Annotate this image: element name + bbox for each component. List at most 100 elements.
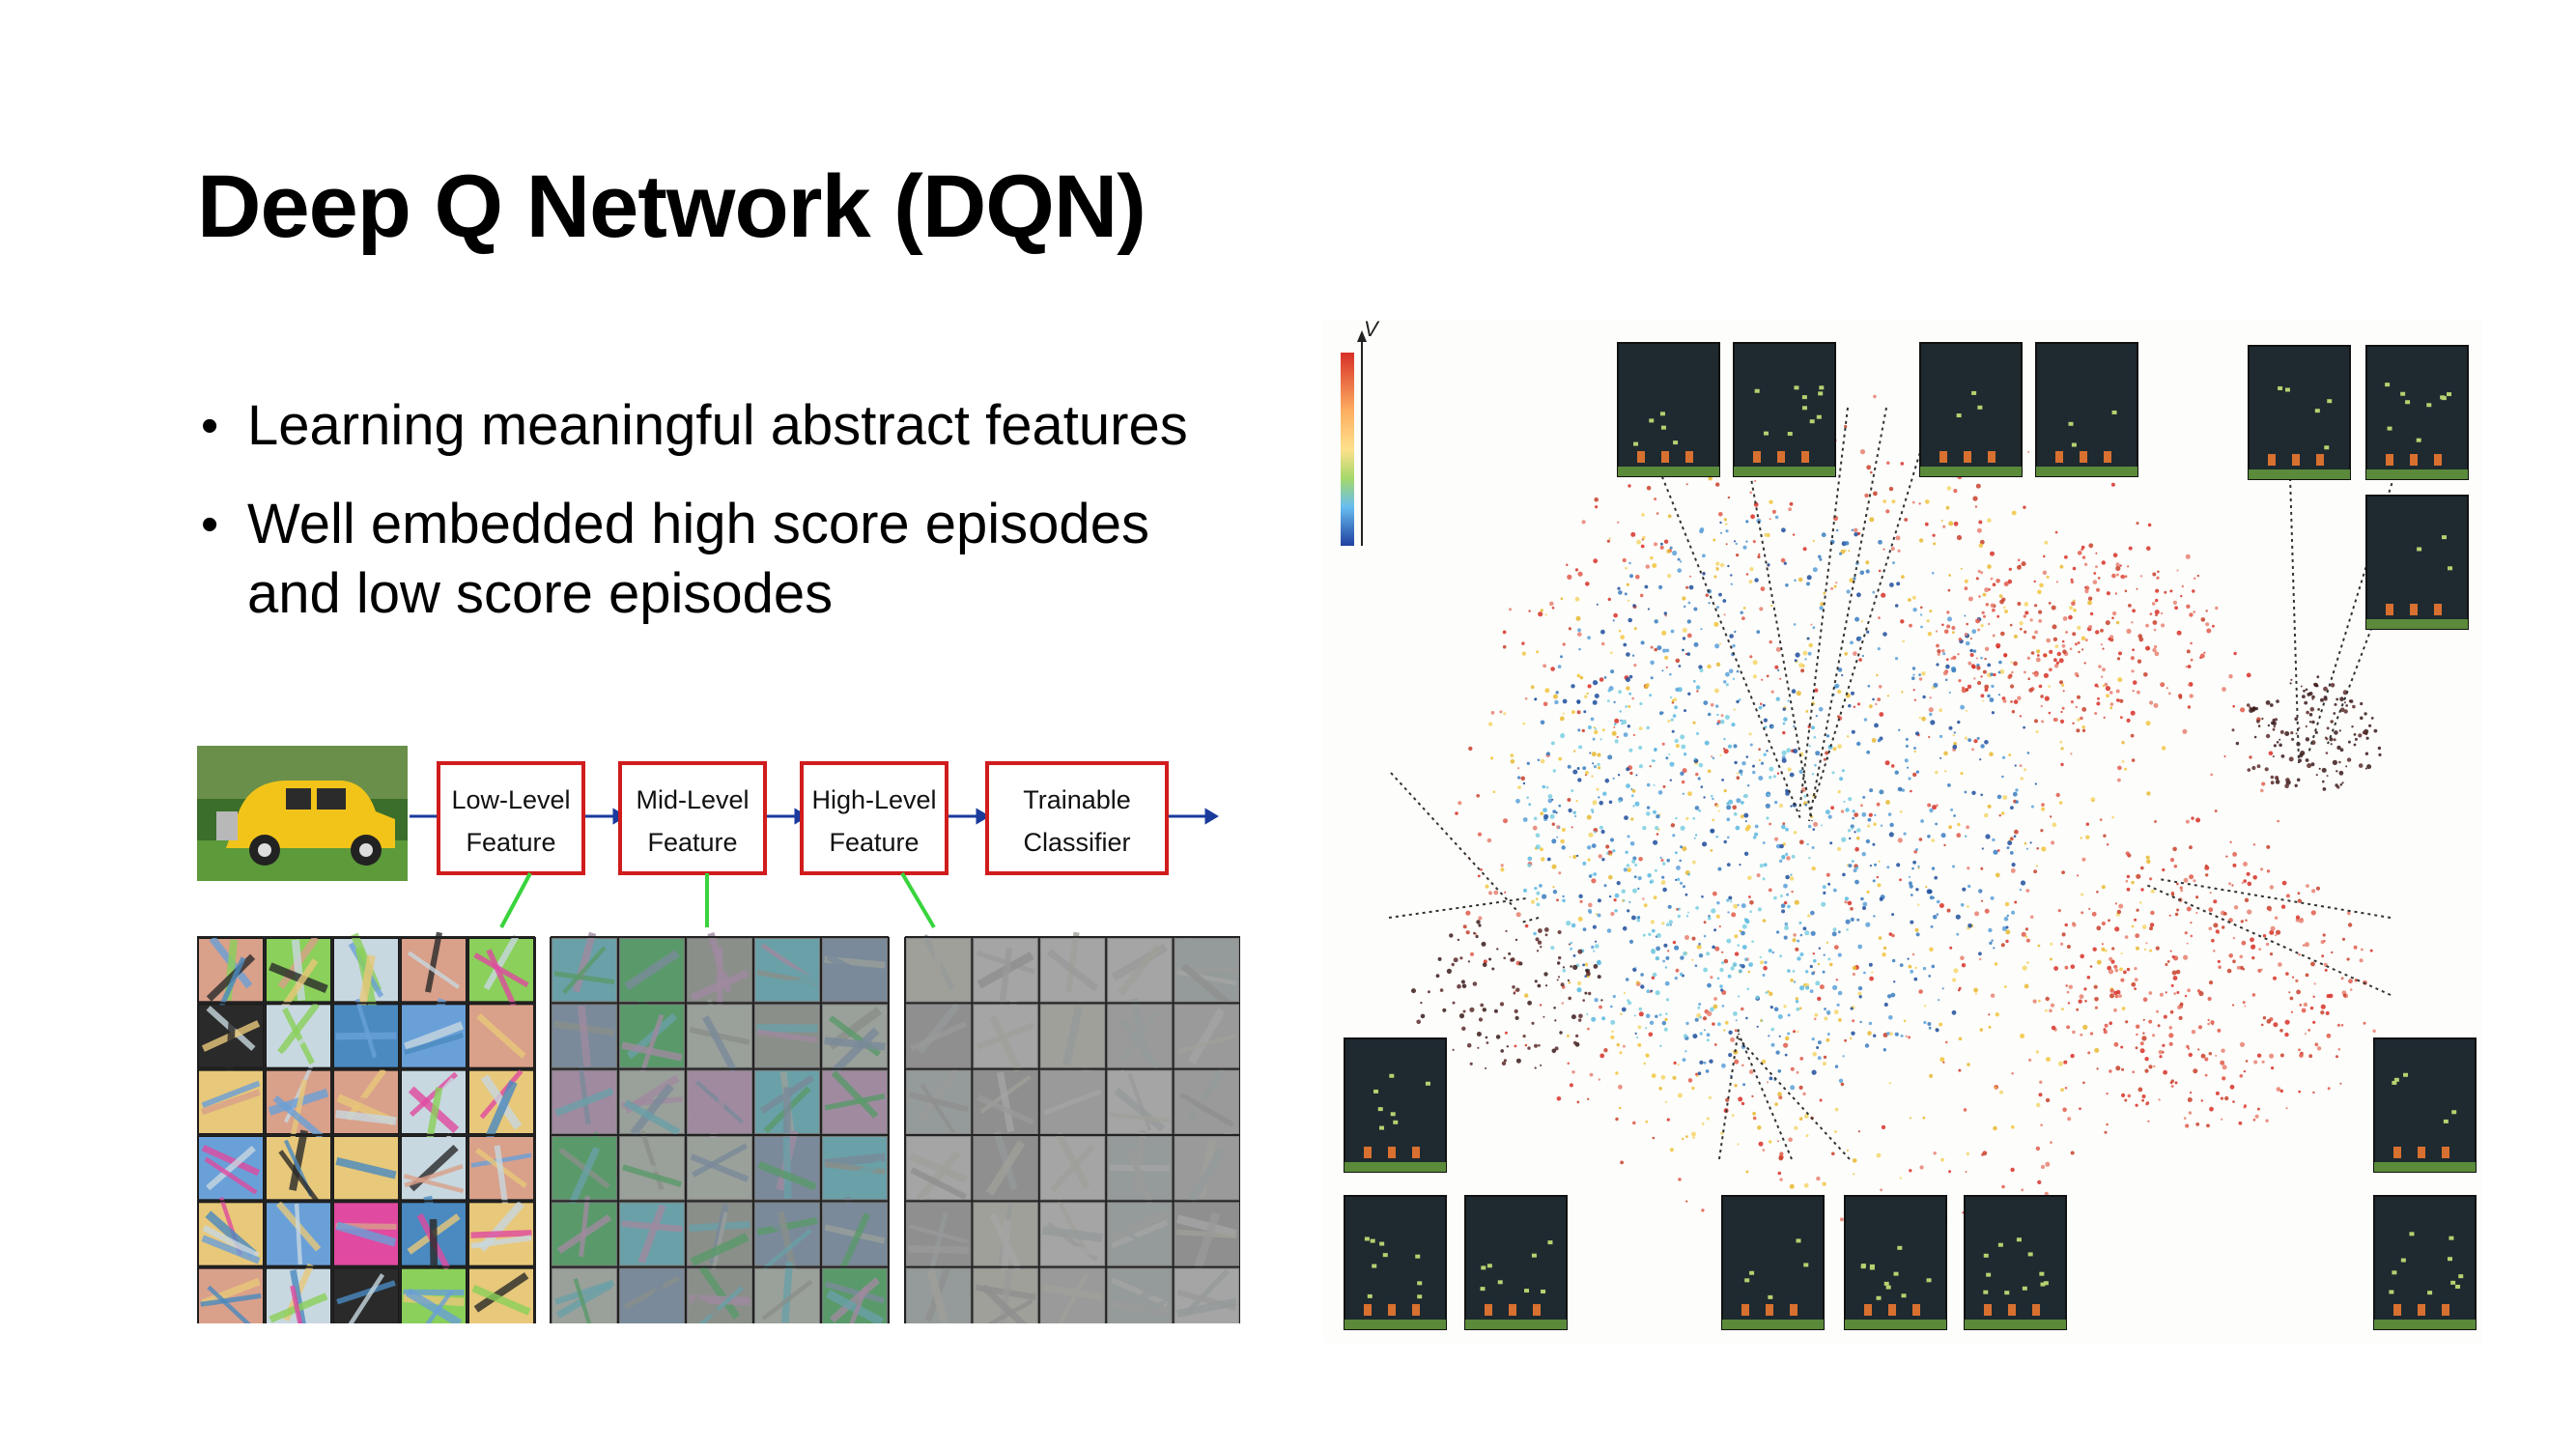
filter-cell [199, 1137, 263, 1200]
car-photo [197, 746, 408, 881]
mid-level-filter-grid [550, 931, 890, 1323]
bullet-list: • Learning meaningful abstract features •… [197, 391, 1308, 658]
filter-cell [267, 1201, 330, 1265]
game-thumbnail [1464, 1195, 1568, 1330]
filter-cell [334, 1137, 398, 1200]
filter-cell [334, 1203, 398, 1265]
game-thumbnail [2373, 1037, 2477, 1173]
filter-cell [823, 1196, 887, 1271]
bullet-icon: • [201, 497, 219, 553]
filter-cell [267, 1002, 330, 1067]
tsne-embedding-figure: V [1323, 319, 2482, 1343]
filter-cell [688, 1137, 751, 1200]
stage-label-line1: Mid-Level [636, 785, 749, 814]
filter-cell [688, 1203, 751, 1272]
dotted-connector-lines [1388, 407, 2411, 1160]
filter-cell [1040, 1131, 1105, 1200]
filter-cell [823, 939, 887, 1002]
filter-cell [267, 1263, 330, 1323]
filter-cell [907, 934, 971, 1002]
filter-cell [552, 1064, 616, 1133]
stage-label-line2: Feature [466, 828, 555, 857]
filter-cell [1175, 1203, 1238, 1272]
stage-low-level: Low-Level Feature [437, 761, 585, 875]
filter-cell [552, 931, 616, 1002]
filter-cell [552, 1131, 616, 1206]
feature-pipeline-figure: Low-Level Feature Mid-Level Feature High… [197, 746, 1240, 1323]
bullet-icon: • [201, 398, 219, 454]
filter-cell [755, 1262, 819, 1323]
filter-cell [552, 1195, 616, 1265]
game-thumbnail [2373, 1195, 2477, 1330]
filter-cell [1175, 937, 1238, 1008]
filter-cell [1108, 1129, 1172, 1206]
filter-cell [334, 1268, 398, 1323]
filter-cell [1040, 1065, 1105, 1133]
filter-cell [620, 1268, 684, 1323]
game-thumbnail [1919, 342, 2023, 477]
filter-cell [1108, 1268, 1172, 1323]
filter-cell [1175, 1066, 1238, 1138]
colorbar-label: V [1364, 319, 1380, 341]
game-thumbnail [2365, 495, 2469, 630]
filter-cell [199, 1268, 263, 1323]
filter-cell [907, 1067, 971, 1137]
filter-cell [1040, 1005, 1105, 1067]
filter-cell [1175, 1005, 1238, 1067]
filter-cell [823, 1268, 887, 1323]
filter-cell [620, 1070, 684, 1137]
filter-cell [334, 932, 398, 1016]
filter-cell [1040, 931, 1105, 1002]
bullet-item: • Well embedded high score episodes and l… [197, 490, 1252, 629]
filter-cell [469, 1137, 533, 1207]
game-thumbnail [1964, 1195, 2067, 1330]
filter-cell [267, 935, 330, 1013]
game-thumbnail [2035, 342, 2138, 477]
filter-cell [469, 1005, 533, 1067]
stage-trainable-classifier: Trainable Classifier [985, 761, 1169, 875]
game-thumbnail [1721, 1195, 1825, 1330]
filter-cell [1108, 939, 1172, 1002]
filter-cell [974, 998, 1037, 1073]
game-thumbnail [1733, 342, 1836, 477]
filter-cell [1175, 1137, 1238, 1205]
filter-cell [469, 934, 533, 1008]
filter-cell [688, 931, 751, 1009]
stage-label-line2: Feature [829, 828, 919, 857]
value-colorbar: V [1341, 319, 1380, 546]
filter-cell [688, 999, 751, 1073]
filter-cell [402, 1133, 466, 1200]
bullet-item: • Learning meaningful abstract features [197, 391, 1308, 461]
filter-cell [620, 998, 684, 1074]
filter-cell [907, 1197, 971, 1272]
filter-cell [267, 1065, 330, 1141]
filter-cell [1108, 1203, 1172, 1265]
game-screen-thumbnails [1344, 342, 2477, 1330]
filter-cell [974, 1130, 1037, 1200]
filter-cell [974, 1070, 1037, 1133]
high-level-filter-grid [904, 931, 1240, 1323]
game-thumbnail [1844, 1195, 1947, 1330]
filter-cell [823, 1005, 887, 1076]
bullet-text: Well embedded high score episodes and lo… [247, 493, 1149, 625]
filter-cell [1175, 1268, 1238, 1323]
filter-cell [907, 1263, 971, 1323]
filter-cell [620, 1203, 684, 1265]
filter-cell [907, 1137, 971, 1202]
filter-cell [402, 931, 466, 1002]
slide-title: Deep Q Network (DQN) [197, 157, 1146, 256]
game-thumbnail [1344, 1195, 1447, 1330]
filter-cell [755, 1203, 819, 1273]
filter-cell [469, 1201, 533, 1265]
filter-cell [823, 1137, 887, 1200]
filter-cell [199, 1005, 263, 1075]
filter-cell [199, 1070, 263, 1133]
filter-cell [688, 1264, 751, 1323]
filter-cell [1040, 1199, 1105, 1265]
game-thumbnail [1617, 342, 1720, 477]
filter-cell [469, 1268, 533, 1323]
filter-cell [334, 998, 398, 1067]
stage-label-line2: Feature [647, 828, 737, 857]
filter-cell [755, 1070, 819, 1149]
filter-cell [402, 998, 466, 1067]
